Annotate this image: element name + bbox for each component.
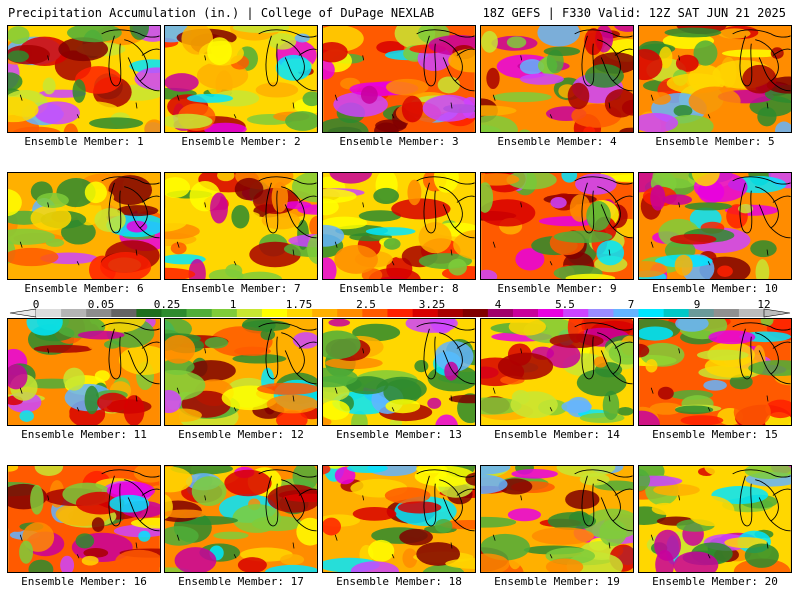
legend-swatch	[713, 309, 740, 317]
legend-swatch	[312, 309, 338, 317]
ensemble-member-label: Ensemble Member: 6	[24, 282, 144, 295]
ensemble-member-map	[480, 25, 634, 133]
legend-swatch	[362, 309, 388, 317]
ensemble-member-label: Ensemble Member: 14	[494, 428, 620, 441]
precip-color-legend: 0 0.05 0.25 1 1.75 2.5 3.25 4 5.5 7 9 12	[0, 298, 800, 320]
legend-swatch	[738, 309, 765, 317]
ensemble-member-map	[480, 465, 634, 573]
legend-swatch	[261, 309, 288, 317]
legend-color-bar	[9, 308, 791, 318]
legend-swatch	[688, 309, 715, 317]
ensemble-member-label: Ensemble Member: 19	[494, 575, 620, 588]
legend-swatch	[462, 309, 489, 317]
ensemble-member-label: Ensemble Member: 8	[339, 282, 459, 295]
ensemble-member-map	[322, 25, 476, 133]
ensemble-member-map	[638, 25, 792, 133]
ensemble-member-label: Ensemble Member: 13	[336, 428, 462, 441]
legend-swatch	[563, 309, 589, 317]
ensemble-member-label: Ensemble Member: 12	[178, 428, 304, 441]
run-info: 18Z GEFS | F330 Valid: 12Z SAT JUN 21 20…	[482, 6, 786, 20]
ensemble-member-map	[164, 318, 318, 426]
legend-tick-label: 1	[229, 298, 237, 311]
ensemble-member-label: Ensemble Member: 11	[21, 428, 147, 441]
ensemble-member-map	[638, 465, 792, 573]
ensemble-member-map	[480, 172, 634, 280]
ensemble-member-map	[164, 25, 318, 133]
ensemble-member-label: Ensemble Member: 15	[652, 428, 778, 441]
legend-swatch	[61, 309, 87, 317]
ensemble-member-label: Ensemble Member: 7	[181, 282, 301, 295]
ensemble-member-label: Ensemble Member: 1	[24, 135, 144, 148]
legend-swatch	[36, 309, 62, 317]
ensemble-member-label: Ensemble Member: 20	[652, 575, 778, 588]
ensemble-member-map	[164, 465, 318, 573]
legend-swatch	[588, 309, 614, 317]
legend-swatch	[437, 309, 464, 317]
ensemble-member-map	[322, 172, 476, 280]
ensemble-member-map	[7, 25, 161, 133]
legend-tick-label: 0.25	[153, 298, 181, 311]
legend-swatch	[538, 309, 564, 317]
legend-swatch	[412, 309, 438, 317]
legend-tick-label: 9	[693, 298, 701, 311]
ensemble-member-map	[638, 318, 792, 426]
legend-tick-label: 7	[627, 298, 635, 311]
legend-swatch	[337, 309, 363, 317]
ensemble-member-label: Ensemble Member: 10	[652, 282, 778, 295]
ensemble-member-map	[480, 318, 634, 426]
ensemble-member-map	[322, 318, 476, 426]
ensemble-member-map	[7, 318, 161, 426]
legend-swatch	[186, 309, 213, 317]
legend-swatch	[613, 309, 639, 317]
legend-swatch	[638, 309, 664, 317]
legend-tick-label: 0	[32, 298, 40, 311]
legend-tick-label: 2.5	[356, 298, 376, 311]
ensemble-member-map	[7, 465, 161, 573]
ensemble-member-map	[164, 172, 318, 280]
legend-swatch	[236, 309, 263, 317]
ensemble-member-label: Ensemble Member: 2	[181, 135, 301, 148]
legend-swatch	[161, 309, 187, 317]
ensemble-member-map	[638, 172, 792, 280]
legend-swatch	[136, 309, 162, 317]
legend-swatch	[487, 309, 514, 317]
legend-tick-label: 12	[757, 298, 771, 311]
map-title: Precipitation Accumulation (in.) | Colle…	[8, 6, 435, 20]
legend-swatch	[211, 309, 238, 317]
ensemble-member-map	[322, 465, 476, 573]
legend-tick-label: 5.5	[555, 298, 575, 311]
legend-tick-label: 3.25	[418, 298, 446, 311]
legend-swatch	[387, 309, 413, 317]
legend-swatch	[512, 309, 539, 317]
ensemble-member-label: Ensemble Member: 9	[497, 282, 617, 295]
ensemble-member-label: Ensemble Member: 5	[655, 135, 775, 148]
legend-tick-label: 1.75	[285, 298, 313, 311]
ensemble-member-label: Ensemble Member: 17	[178, 575, 304, 588]
ensemble-member-label: Ensemble Member: 4	[497, 135, 617, 148]
ensemble-member-label: Ensemble Member: 16	[21, 575, 147, 588]
legend-swatch	[86, 309, 112, 317]
ensemble-member-label: Ensemble Member: 18	[336, 575, 462, 588]
legend-swatch	[663, 309, 689, 317]
ensemble-member-label: Ensemble Member: 3	[339, 135, 459, 148]
legend-swatch	[111, 309, 137, 317]
legend-swatch	[287, 309, 313, 317]
legend-max-arrow	[763, 308, 791, 318]
legend-tick-label: 0.05	[87, 298, 115, 311]
legend-tick-label: 4	[494, 298, 502, 311]
ensemble-member-map	[7, 172, 161, 280]
